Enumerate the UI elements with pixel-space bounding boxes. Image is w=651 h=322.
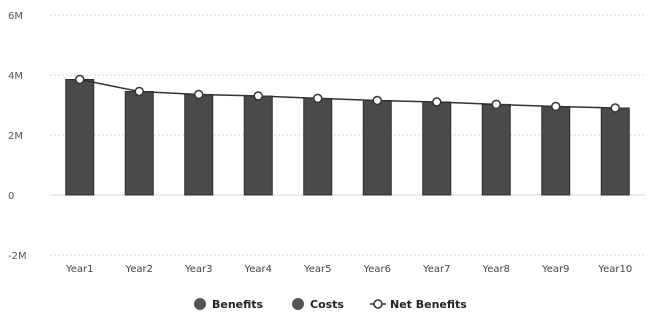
point-net-benefits xyxy=(610,103,620,113)
legend-marker xyxy=(373,299,383,309)
point-net-benefits xyxy=(194,89,204,100)
bar-benefits xyxy=(65,79,95,196)
y-tick-label: -2M xyxy=(8,251,27,262)
x-tick-label: Year8 xyxy=(481,264,510,275)
y-tick-label: 6M xyxy=(8,11,23,22)
point-net-benefits xyxy=(551,101,561,112)
bar-benefits xyxy=(184,94,214,196)
x-tick-label: Year1 xyxy=(65,264,94,275)
bar-benefits xyxy=(481,103,511,196)
bar-benefits xyxy=(600,107,630,196)
point-net-benefits xyxy=(75,74,85,85)
bar-benefits xyxy=(303,97,333,196)
point-net-benefits xyxy=(313,93,323,104)
legend-marker xyxy=(292,298,304,310)
y-tick-label: 4M xyxy=(8,71,23,82)
x-tick-label: Year9 xyxy=(541,264,570,275)
y-tick-label: 2M xyxy=(8,131,23,142)
legend-marker xyxy=(194,298,206,310)
point-net-benefits xyxy=(134,86,144,97)
bar-benefits xyxy=(243,95,273,196)
bar-benefits xyxy=(422,101,452,196)
x-tick-label: Year3 xyxy=(184,264,213,275)
legend-label: Costs xyxy=(310,298,344,311)
bar-benefits xyxy=(362,100,392,196)
point-net-benefits xyxy=(253,91,263,101)
x-tick-label: Year6 xyxy=(362,264,391,275)
x-tick-label: Year4 xyxy=(243,264,272,275)
x-tick-label: Year7 xyxy=(422,264,451,275)
point-net-benefits xyxy=(372,95,382,106)
line-net-benefits xyxy=(79,78,616,109)
x-tick-label: Year2 xyxy=(124,264,153,275)
legend-label: Benefits xyxy=(212,298,264,311)
y-tick-label: 0 xyxy=(8,191,14,202)
point-net-benefits xyxy=(491,99,501,110)
x-tick-label: Year10 xyxy=(597,264,632,275)
bar-benefits xyxy=(541,106,571,196)
bar-benefits xyxy=(124,91,154,196)
point-net-benefits xyxy=(432,97,442,107)
legend-label: Net Benefits xyxy=(390,298,467,311)
x-tick-label: Year5 xyxy=(303,264,332,275)
